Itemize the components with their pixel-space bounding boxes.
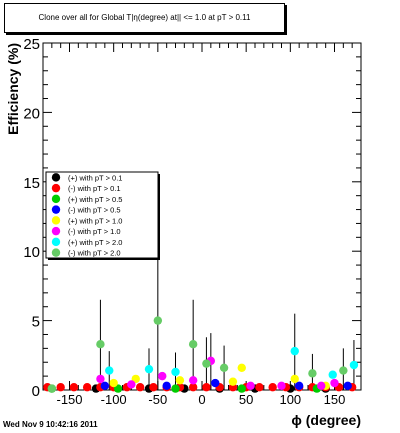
data-point [294,381,304,391]
x-tick-label: 50 [239,392,253,407]
legend-marker [51,237,61,247]
data-point [328,370,337,379]
data-point [246,381,255,391]
x-axis-title: ϕ (degree) [291,412,361,428]
data-point [149,383,158,392]
data-point [202,359,211,368]
data-point [188,383,198,392]
data-point [144,364,154,374]
x-tick-label: 100 [279,392,301,407]
legend-marker [51,173,61,182]
data-point [82,383,92,392]
data-point [268,383,277,392]
data-point [188,376,198,385]
data-point [158,371,167,381]
y-tick-label: 5 [32,314,40,331]
title-box: Clone over all for Global T|η(degree) at… [4,3,285,33]
x-tick-label: 0 [198,392,205,407]
legend-label: (+) with pT > 1.0 [68,216,122,225]
data-point [47,384,57,393]
data-point [202,383,211,392]
legend-marker [51,226,61,236]
data-point [69,383,79,392]
data-point [237,363,246,372]
legend-label: (+) with pT > 0.1 [68,173,122,182]
data-point [290,346,299,356]
data-point [290,374,299,384]
x-tick-label: -50 [148,392,167,407]
chart-title: Clone over all for Global T|η(degree) at… [38,13,251,22]
y-tick-label: 0 [32,383,40,400]
legend-marker [51,205,61,214]
data-point [308,369,317,378]
data-point [135,383,145,392]
data-point [255,383,264,392]
legend-label: (-) with pT > 0.1 [68,184,121,193]
y-tick-label: 25 [23,36,40,53]
data-point [96,374,105,384]
data-point [211,378,220,388]
data-point [100,381,110,391]
x-tick-label: 150 [324,392,346,407]
y-tick-label: 15 [23,175,40,192]
data-point [237,384,246,393]
legend-label: (-) with pT > 0.5 [68,206,121,215]
data-point [277,381,286,391]
legend-box [45,171,159,259]
timestamp-footer: Wed Nov 9 10:42:16 2011 [3,420,98,429]
legend-marker [51,216,61,225]
data-point [339,366,348,375]
y-axis-title: Efficiency (%) [5,43,21,135]
legend-marker [51,194,61,204]
data-point [317,381,326,391]
x-tick-label: -150 [56,392,82,407]
data-point [175,376,185,385]
legend-label: (+) with pT > 0.5 [68,195,122,204]
data-point [343,381,352,391]
data-point [105,366,114,375]
y-tick-label: 20 [23,105,40,122]
data-point [171,367,180,377]
x-tick-label: -100 [101,392,127,407]
data-point [162,381,171,391]
data-point [219,363,229,372]
data-point [188,339,198,349]
data-point [56,383,65,392]
legend-marker [51,248,61,257]
data-point [109,378,118,388]
data-point [153,316,163,325]
data-point [228,377,238,386]
data-point [349,360,359,370]
legend-marker [51,183,61,193]
data-point [330,378,339,388]
legend-label: (-) with pT > 2.0 [68,249,121,258]
data-point [96,339,105,349]
legend-label: (+) with pT > 2.0 [68,238,122,247]
data-point [171,384,180,393]
data-point [127,380,136,389]
y-tick-label: 10 [23,244,40,261]
legend-label: (-) with pT > 1.0 [68,227,121,236]
